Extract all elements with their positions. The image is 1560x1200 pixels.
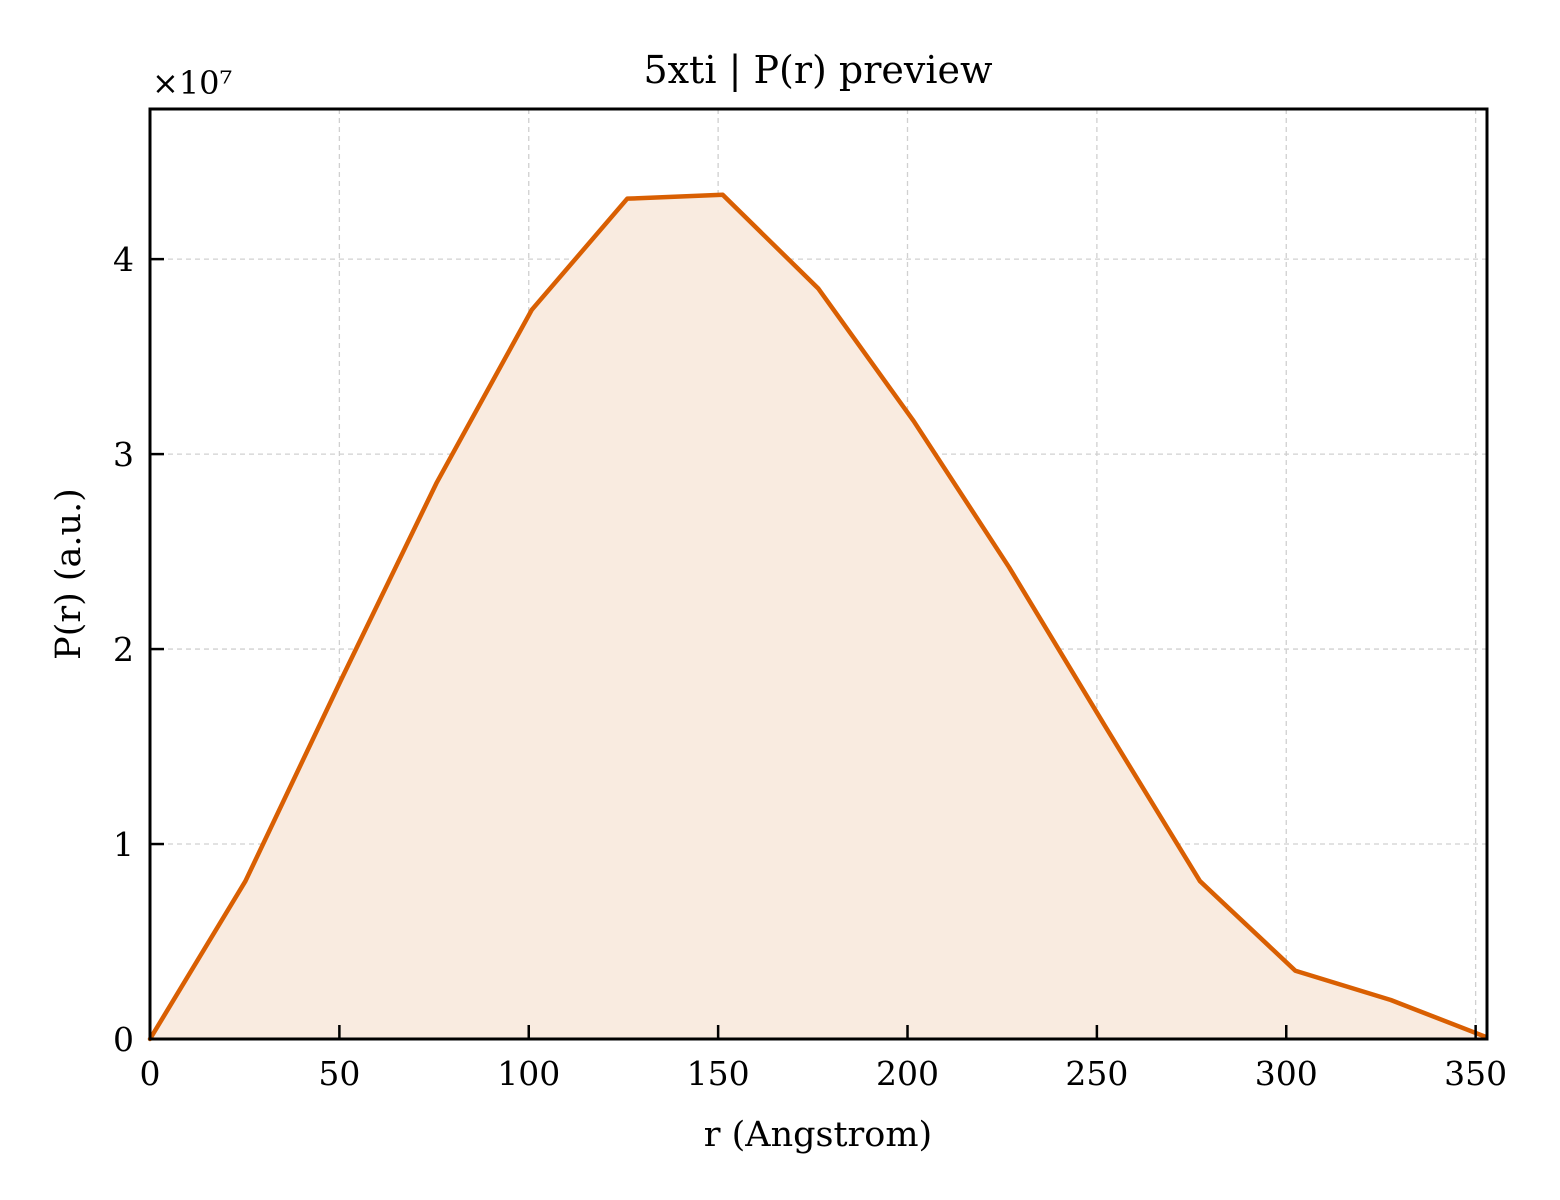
y-tick-label: 2 [113, 630, 134, 669]
y-tick-label: 0 [113, 1020, 134, 1059]
y-axis-label: P(r) (a.u.) [49, 488, 89, 660]
x-tick-label: 250 [1065, 1054, 1128, 1093]
x-tick-label: 300 [1255, 1054, 1318, 1093]
x-tick-label: 50 [318, 1054, 360, 1093]
y-tick-label: 1 [113, 825, 134, 864]
y-offset-label: ×10⁷ [152, 64, 232, 102]
series-line [147, 192, 1489, 1042]
x-tick-label: 200 [876, 1054, 939, 1093]
y-tick-label: 3 [113, 435, 134, 474]
x-tick-label: 100 [497, 1054, 560, 1093]
axis-ticks: 0 50 100 150 200 250 300 350 0 1 2 3 4 [113, 240, 1507, 1093]
plot-frame [148, 107, 1489, 1041]
x-tick-label: 350 [1444, 1054, 1507, 1093]
x-tick-label: 0 [140, 1054, 161, 1093]
x-axis-label: r (Angstrom) [704, 1115, 932, 1155]
y-tick-label: 4 [113, 240, 134, 279]
chart-title: 5xti | P(r) preview [643, 48, 993, 92]
x-tick-label: 150 [687, 1054, 750, 1093]
area-fill [150, 194, 1487, 1040]
